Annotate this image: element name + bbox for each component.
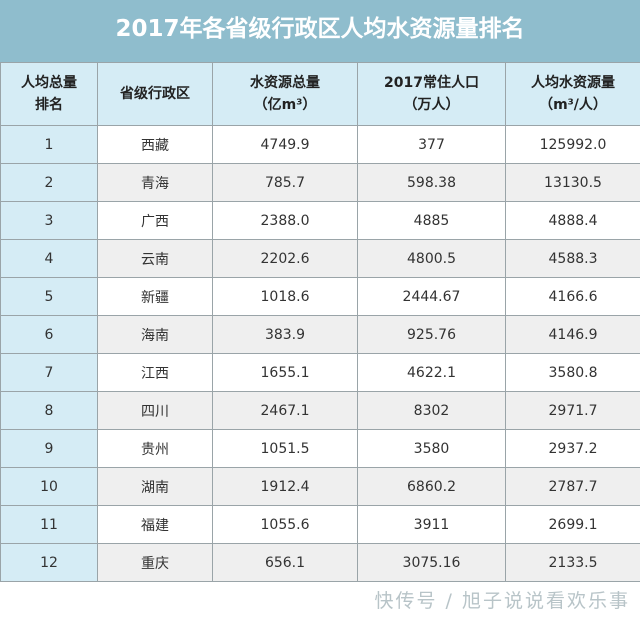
cell-population: 925.76	[358, 316, 506, 354]
cell-per-capita: 2787.7	[506, 468, 640, 506]
cell-province: 江西	[98, 354, 213, 392]
cell-per-capita: 2699.1	[506, 506, 640, 544]
header-population: 2017常住人口（万人）	[358, 63, 506, 126]
cell-total-water: 1018.6	[213, 278, 358, 316]
water-resources-table: 人均总量排名省级行政区水资源总量（亿m³）2017常住人口（万人）人均水资源量（…	[0, 62, 640, 582]
cell-population: 4622.1	[358, 354, 506, 392]
cell-per-capita: 2133.5	[506, 544, 640, 582]
cell-rank: 4	[1, 240, 98, 278]
cell-rank: 8	[1, 392, 98, 430]
header-line: （万人）	[358, 94, 505, 116]
header-line: （亿m³）	[213, 94, 357, 116]
cell-province: 四川	[98, 392, 213, 430]
cell-total-water: 1051.5	[213, 430, 358, 468]
cell-population: 598.38	[358, 164, 506, 202]
cell-per-capita: 2971.7	[506, 392, 640, 430]
cell-province: 湖南	[98, 468, 213, 506]
cell-total-water: 1912.4	[213, 468, 358, 506]
cell-province: 贵州	[98, 430, 213, 468]
cell-total-water: 4749.9	[213, 126, 358, 164]
cell-total-water: 656.1	[213, 544, 358, 582]
cell-population: 377	[358, 126, 506, 164]
header-per-capita: 人均水资源量（m³/人）	[506, 63, 640, 126]
cell-population: 3580	[358, 430, 506, 468]
header-province: 省级行政区	[98, 63, 213, 126]
cell-rank: 5	[1, 278, 98, 316]
header-line: 人均水资源量	[506, 72, 640, 94]
cell-per-capita: 4146.9	[506, 316, 640, 354]
cell-total-water: 2202.6	[213, 240, 358, 278]
cell-province: 青海	[98, 164, 213, 202]
cell-total-water: 2388.0	[213, 202, 358, 240]
cell-province: 新疆	[98, 278, 213, 316]
cell-population: 2444.67	[358, 278, 506, 316]
cell-population: 3911	[358, 506, 506, 544]
cell-per-capita: 4588.3	[506, 240, 640, 278]
cell-population: 4800.5	[358, 240, 506, 278]
cell-rank: 11	[1, 506, 98, 544]
header-row: 人均总量排名省级行政区水资源总量（亿m³）2017常住人口（万人）人均水资源量（…	[1, 63, 640, 126]
cell-province: 海南	[98, 316, 213, 354]
cell-rank: 12	[1, 544, 98, 582]
cell-per-capita: 4166.6	[506, 278, 640, 316]
header-rank: 人均总量排名	[1, 63, 98, 126]
cell-province: 广西	[98, 202, 213, 240]
cell-population: 8302	[358, 392, 506, 430]
cell-rank: 2	[1, 164, 98, 202]
cell-rank: 6	[1, 316, 98, 354]
cell-rank: 1	[1, 126, 98, 164]
header-line: （m³/人）	[506, 94, 640, 116]
cell-province: 重庆	[98, 544, 213, 582]
cell-rank: 10	[1, 468, 98, 506]
cell-total-water: 785.7	[213, 164, 358, 202]
cell-per-capita: 3580.8	[506, 354, 640, 392]
cell-province: 福建	[98, 506, 213, 544]
header-line: 2017常住人口	[358, 72, 505, 94]
header-line: 水资源总量	[213, 72, 357, 94]
cell-rank: 3	[1, 202, 98, 240]
table-title: 2017年各省级行政区人均水资源量排名	[0, 0, 640, 62]
cell-per-capita: 4888.4	[506, 202, 640, 240]
cell-total-water: 1655.1	[213, 354, 358, 392]
cell-per-capita: 2937.2	[506, 430, 640, 468]
cell-population: 3075.16	[358, 544, 506, 582]
cell-per-capita: 125992.0	[506, 126, 640, 164]
watermark: 快传号 / 旭子说说看欢乐事	[0, 582, 640, 619]
header-line: 排名	[1, 94, 97, 116]
header-line: 人均总量	[1, 72, 97, 94]
cell-population: 4885	[358, 202, 506, 240]
cell-total-water: 1055.6	[213, 506, 358, 544]
cell-rank: 9	[1, 430, 98, 468]
cell-total-water: 2467.1	[213, 392, 358, 430]
cell-per-capita: 13130.5	[506, 164, 640, 202]
cell-population: 6860.2	[358, 468, 506, 506]
header-total-water: 水资源总量（亿m³）	[213, 63, 358, 126]
cell-total-water: 383.9	[213, 316, 358, 354]
cell-province: 西藏	[98, 126, 213, 164]
cell-province: 云南	[98, 240, 213, 278]
header-line: 省级行政区	[98, 83, 212, 105]
cell-rank: 7	[1, 354, 98, 392]
